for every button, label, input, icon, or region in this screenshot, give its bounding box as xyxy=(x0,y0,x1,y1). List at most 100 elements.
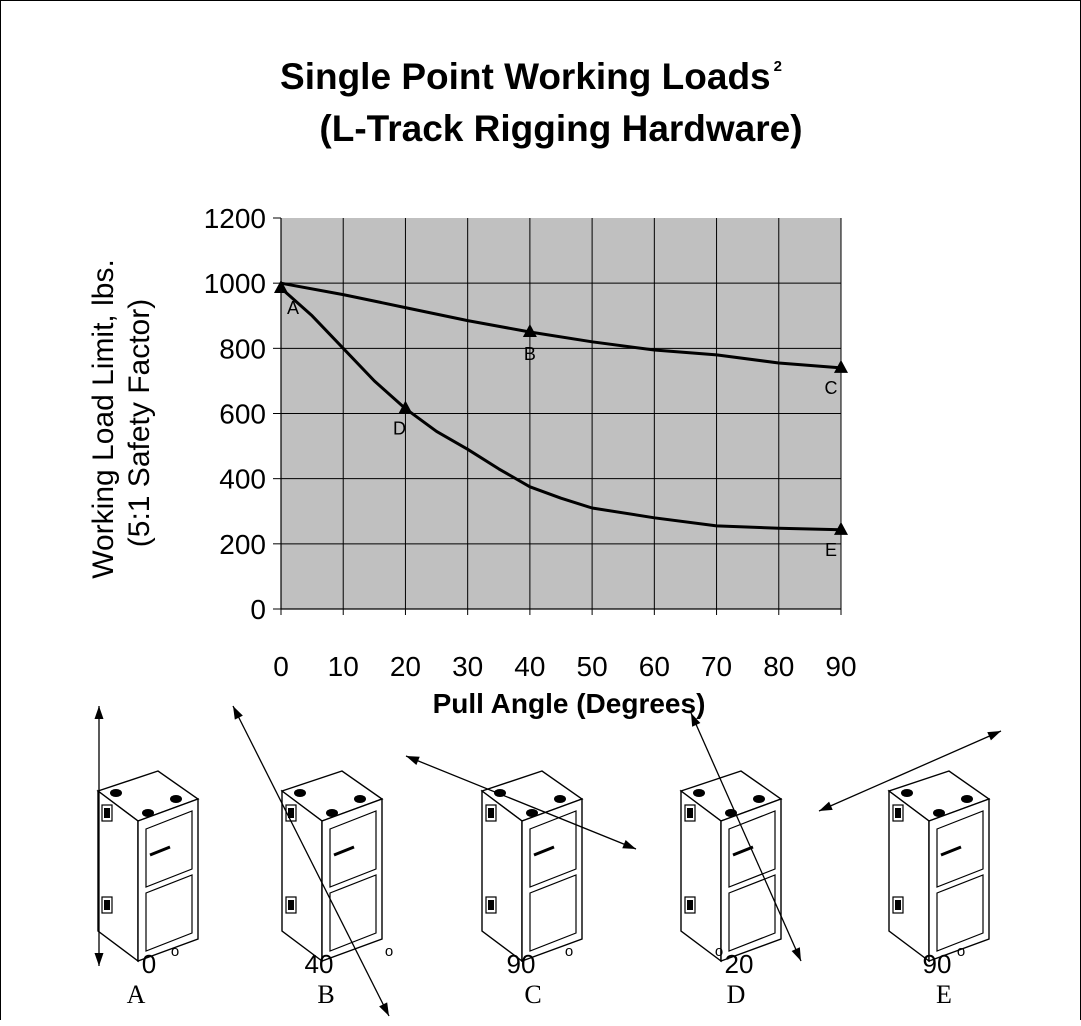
track-fitting-slot xyxy=(488,900,494,910)
cabinet-lower-opening xyxy=(728,874,776,952)
track-fitting xyxy=(485,804,497,822)
cabinet-front xyxy=(137,797,199,963)
cabinet-upper-opening xyxy=(529,810,577,888)
point-label-a: A xyxy=(287,298,299,318)
rigging-fitting xyxy=(693,789,705,797)
cabinet-shelf xyxy=(732,845,754,857)
plot-area: 0 10 20 30 40 50 60 70 80 90 0 200 400 600 800 1000 1200… xyxy=(204,203,857,682)
track-fitting-slot xyxy=(104,900,110,910)
track-fitting xyxy=(101,896,113,914)
y-tick-label: 200 xyxy=(219,529,266,560)
track-fitting xyxy=(684,804,696,822)
rigging-fitting xyxy=(110,789,122,797)
diagram-angle-label: 90 xyxy=(923,949,952,979)
rigging-fitting xyxy=(294,789,306,797)
series-line-2 xyxy=(280,286,842,532)
cabinet-front xyxy=(720,797,782,963)
y-tick-label: 600 xyxy=(219,399,266,430)
diagram-letter-label: E xyxy=(936,980,952,1009)
track-fitting-slot xyxy=(288,808,294,818)
diagram-letter-label: C xyxy=(524,980,541,1009)
track-fitting-slot xyxy=(895,900,901,910)
rigging-fitting xyxy=(961,795,973,803)
x-tick-label: 20 xyxy=(390,651,421,682)
series-line-1 xyxy=(280,281,842,370)
rigging-fitting xyxy=(526,809,538,817)
pull-direction-line xyxy=(818,730,1002,812)
cabinet-lower-opening xyxy=(936,874,984,952)
diagram-letter-label: B xyxy=(317,980,334,1009)
x-tick-label: 10 xyxy=(328,651,359,682)
y-tick-label: 800 xyxy=(219,333,266,364)
diagram-e: 90 o E xyxy=(818,730,1002,1009)
track-fitting xyxy=(684,896,696,914)
cabinet-shelf xyxy=(333,845,355,857)
rigging-fitting xyxy=(933,809,945,817)
y-tick-label: 400 xyxy=(219,464,266,495)
cabinet-front xyxy=(521,797,583,963)
cabinet-shelf xyxy=(533,845,555,857)
diagram-letter-label: A xyxy=(127,980,146,1009)
point-label-b: B xyxy=(524,344,536,364)
diagram-angle-label: 40 xyxy=(305,949,334,979)
y-axis-label-line1: Working Load Limit, lbs. xyxy=(87,259,120,579)
title-superscript: 2 xyxy=(774,58,782,75)
diagram-a: 0 o A xyxy=(94,706,200,1009)
degree-sign: o xyxy=(715,943,723,960)
chart-title-line1: Single Point Working Loads 2 xyxy=(280,56,782,97)
track-fitting xyxy=(892,804,904,822)
cabinet-upper-opening xyxy=(145,810,193,888)
track-fitting xyxy=(285,896,297,914)
x-tick-label: 80 xyxy=(763,651,794,682)
cabinet-upper-opening xyxy=(329,810,377,888)
cabinet-shelf xyxy=(940,845,962,857)
x-tick-label: 30 xyxy=(452,651,483,682)
arrowhead xyxy=(379,1002,389,1016)
arrowhead xyxy=(819,801,833,811)
y-axis-label-line2: (5:1 Safety Factor) xyxy=(123,299,156,547)
arrowhead xyxy=(691,713,701,727)
y-tick-label: 1000 xyxy=(204,268,266,299)
arrowhead xyxy=(791,947,801,961)
point-marker-b xyxy=(522,324,537,338)
track-fitting xyxy=(892,896,904,914)
diagram-angle-label: 0 xyxy=(142,949,156,979)
track-fitting-slot xyxy=(488,808,494,818)
diagram-angle-label: 20 xyxy=(725,949,754,979)
track-fitting xyxy=(101,804,113,822)
arrowhead xyxy=(987,731,1001,741)
pull-direction-line xyxy=(232,705,390,1017)
arrowhead xyxy=(94,706,104,719)
diagram-letter-label: D xyxy=(727,980,746,1009)
track-fitting xyxy=(485,896,497,914)
y-tick-label: 1200 xyxy=(204,203,266,234)
pull-direction-line xyxy=(690,712,802,962)
point-label-c: C xyxy=(825,378,838,398)
track-fitting-slot xyxy=(687,808,693,818)
diagram-c: 90 o C xyxy=(405,755,637,1009)
chart-title-line2: (L-Track Rigging Hardware) xyxy=(319,108,802,149)
track-fitting-slot xyxy=(288,900,294,910)
diagram-d: 20o D xyxy=(679,712,802,1009)
rigging-fitting xyxy=(170,795,182,803)
track-fitting-slot xyxy=(895,808,901,818)
point-label-e: E xyxy=(825,540,837,560)
pull-direction-line xyxy=(405,755,637,850)
diagram-b: 40 o B xyxy=(232,705,393,1017)
point-marker-d xyxy=(398,400,413,414)
x-tick-label: 50 xyxy=(577,651,608,682)
cabinet-lower-opening xyxy=(529,874,577,952)
rigging-fitting xyxy=(142,809,154,817)
x-tick-label: 0 xyxy=(273,651,289,682)
track-fitting-slot xyxy=(687,900,693,910)
point-marker-e xyxy=(834,521,848,535)
rigging-fitting xyxy=(901,789,913,797)
point-marker-a xyxy=(274,280,288,294)
cabinet-lower-opening xyxy=(329,874,377,952)
rigging-fitting xyxy=(354,795,366,803)
x-tick-label: 70 xyxy=(701,651,732,682)
point-label-d: D xyxy=(393,419,406,439)
